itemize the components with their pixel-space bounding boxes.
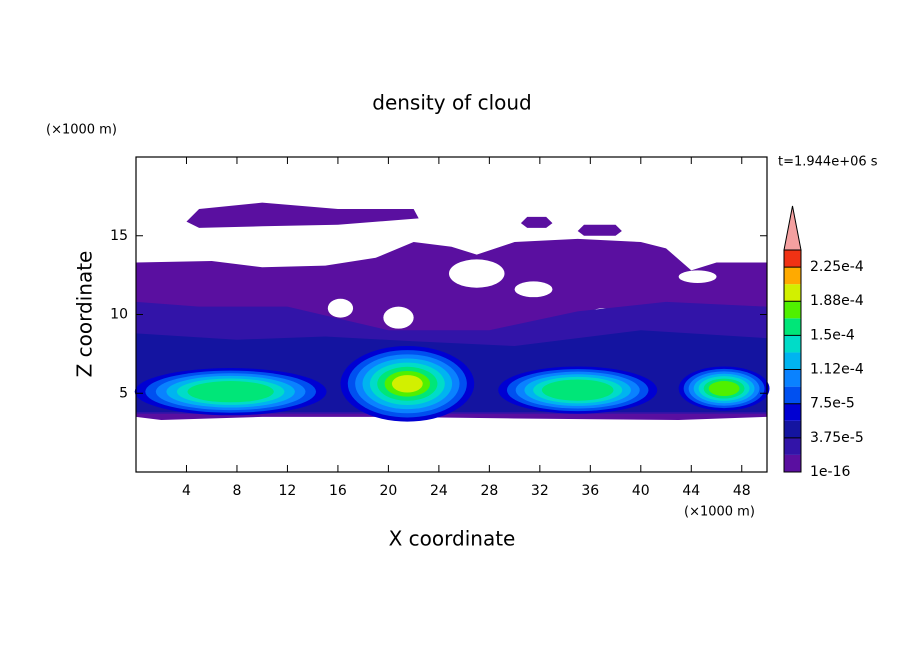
x-tick-label: 20 xyxy=(379,483,397,499)
colorbar-band xyxy=(784,267,801,285)
cloud-gap xyxy=(514,281,553,298)
x-tick-label: 16 xyxy=(329,483,347,499)
x-tick-label: 40 xyxy=(632,483,650,499)
colorbar-band xyxy=(784,352,801,370)
x-tick-label: 4 xyxy=(182,483,191,499)
x-tick-label: 44 xyxy=(682,483,700,499)
contour-region xyxy=(186,202,419,228)
chart-title: density of cloud xyxy=(372,91,531,115)
x-tick-label: 28 xyxy=(480,483,498,499)
cloud-gap xyxy=(678,270,717,284)
x-tick-label: 8 xyxy=(232,483,241,499)
colorbar-band xyxy=(784,454,801,472)
colorbar-band xyxy=(784,284,801,302)
y-tick-label: 10 xyxy=(110,307,128,323)
cloud-gap xyxy=(327,298,354,318)
contour-field xyxy=(134,202,770,422)
colorbar-label: 1.88e-4 xyxy=(810,293,864,309)
colorbar-band xyxy=(784,369,801,387)
contour-region xyxy=(391,375,423,393)
colorbar-band xyxy=(784,318,801,336)
x-tick-label: 24 xyxy=(430,483,448,499)
colorbar-label: 1.12e-4 xyxy=(810,362,864,378)
x-axis-label: X coordinate xyxy=(389,527,516,551)
y-tick-label: 15 xyxy=(110,228,128,244)
contour-region xyxy=(187,381,274,403)
colorbar-label: 1e-16 xyxy=(810,464,850,480)
y-unit: (×1000 m) xyxy=(46,123,117,138)
colorbar-label: 2.25e-4 xyxy=(810,259,864,275)
colorbar-band xyxy=(784,420,801,438)
y-axis-label: Z coordinate xyxy=(73,251,97,378)
y-tick-label: 5 xyxy=(119,385,128,401)
annotation: t=1.944e+06 s xyxy=(778,155,878,170)
colorbar-label: 3.75e-5 xyxy=(810,430,864,446)
colorbar-band xyxy=(784,301,801,319)
colorbar-band xyxy=(784,386,801,404)
x-tick-label: 32 xyxy=(531,483,549,499)
x-tick-label: 12 xyxy=(279,483,297,499)
x-tick-label: 48 xyxy=(733,483,751,499)
x-tick-label: 36 xyxy=(581,483,599,499)
cloud-gap xyxy=(448,259,505,288)
colorbar-band xyxy=(784,250,801,268)
colorbar-extend xyxy=(783,205,802,251)
x-unit: (×1000 m) xyxy=(684,505,755,520)
colorbar-label: 7.5e-5 xyxy=(810,396,855,412)
colorbar-label: 1.5e-4 xyxy=(810,327,855,343)
contour-region xyxy=(577,224,622,236)
contour-region xyxy=(520,216,553,228)
contour-region xyxy=(708,381,740,397)
colorbar-band xyxy=(784,437,801,455)
colorbar-band xyxy=(784,403,801,421)
cloud-gap xyxy=(383,306,414,329)
contour-region xyxy=(541,379,614,401)
colorbar-band xyxy=(784,335,801,353)
